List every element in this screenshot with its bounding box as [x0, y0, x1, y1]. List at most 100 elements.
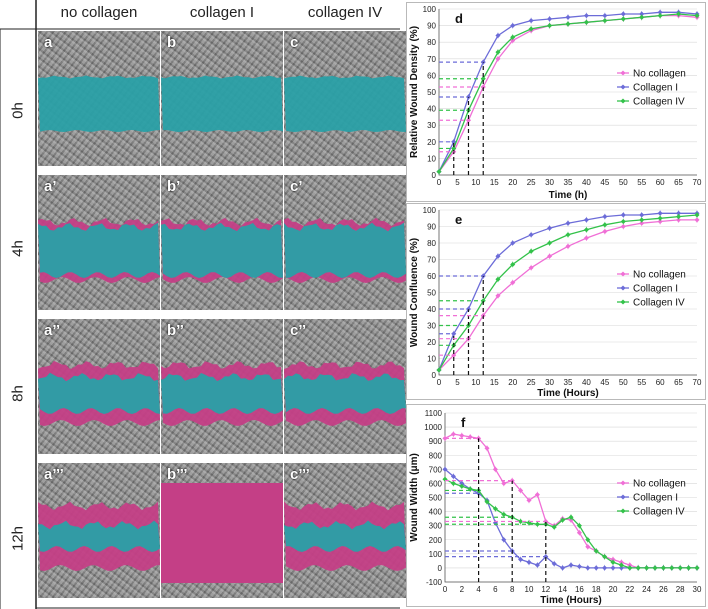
y-tick-label: 90 — [427, 22, 436, 31]
x-tick-label: 28 — [676, 585, 685, 594]
legend-entry: Collagen IV — [633, 507, 685, 518]
data-point — [547, 240, 553, 246]
x-tick-label: 6 — [493, 585, 498, 594]
x-tick-label: 40 — [582, 178, 591, 187]
panel-letter-label: a’ — [44, 178, 57, 195]
data-point — [602, 214, 608, 220]
column-header-no-collagen: no collagen — [60, 4, 138, 21]
y-axis-label: Wound Confluence (%) — [409, 238, 420, 347]
data-point — [602, 228, 608, 234]
data-point — [593, 548, 599, 554]
wound-area-band — [284, 75, 406, 132]
y-tick-label: 0 — [432, 171, 437, 180]
x-tick-label: 45 — [600, 378, 609, 387]
x-tick-label: 26 — [659, 585, 668, 594]
micrograph-1-1: b’ — [161, 175, 283, 310]
x-tick-label: 0 — [437, 378, 442, 387]
x-tick-label: 70 — [693, 178, 702, 187]
panel-letter-label: f — [461, 415, 466, 430]
series-line — [438, 11, 698, 172]
y-tick-label: -100 — [426, 578, 443, 587]
y-tick-label: 50 — [427, 88, 436, 97]
panel-letter-label: b’ — [167, 178, 181, 195]
panel-letter-label: b — [167, 34, 177, 51]
panel-letter-label: b’’ — [167, 322, 184, 339]
data-point — [547, 23, 553, 29]
row-label-12h: 12h — [9, 525, 27, 552]
x-tick-label: 10 — [525, 585, 534, 594]
migrated-cell-band — [161, 483, 283, 583]
x-tick-label: 12 — [541, 585, 550, 594]
y-tick-label: 30 — [427, 322, 436, 331]
data-point — [450, 480, 456, 486]
x-tick-label: 16 — [575, 585, 584, 594]
chart-relative-wound-density: 0 10 20 30 40 50 60 70 80 90 100 0 5 10 15 20 25 30 35 40 45… — [406, 2, 706, 202]
data-point — [518, 556, 524, 563]
wound-area-band — [38, 75, 160, 132]
data-point — [686, 565, 692, 571]
x-tick-label: 18 — [592, 585, 601, 594]
legend-marker — [620, 285, 626, 291]
x-tick-label: 55 — [637, 178, 646, 187]
data-point — [657, 13, 663, 19]
legend-marker — [620, 84, 626, 90]
data-point — [602, 18, 608, 24]
legend-marker — [620, 494, 626, 500]
data-point — [585, 565, 591, 571]
x-tick-label: 70 — [693, 378, 702, 387]
data-point — [620, 16, 626, 22]
data-point — [565, 14, 571, 20]
data-point — [657, 215, 663, 221]
data-point — [510, 34, 516, 40]
axes — [438, 210, 697, 376]
legend-entry: Collagen IV — [633, 97, 685, 108]
micrograph-0-2: c — [284, 31, 406, 166]
legend-entry: Collagen I — [633, 83, 678, 94]
x-tick-label: 20 — [508, 378, 517, 387]
row-label-4h: 4h — [9, 240, 27, 257]
micrograph-2-2: c’’ — [284, 319, 406, 454]
x-tick-label: 50 — [619, 178, 628, 187]
data-point — [568, 514, 574, 520]
legend-entry: Collagen I — [633, 493, 678, 504]
legend-marker — [620, 508, 626, 514]
data-point — [528, 18, 534, 24]
x-tick-label: 35 — [564, 178, 573, 187]
wound-area-band — [161, 222, 283, 278]
wound-area-band — [284, 222, 406, 278]
y-tick-label: 10 — [427, 154, 436, 163]
wound-area-band — [161, 373, 283, 414]
x-tick-label: 10 — [471, 178, 480, 187]
column-header-collagen-i: collagen I — [189, 4, 255, 21]
data-point — [528, 232, 534, 238]
data-point — [568, 562, 574, 568]
data-point — [585, 537, 591, 543]
data-point — [639, 217, 645, 223]
data-point — [560, 517, 566, 523]
row-label-8h: 8h — [9, 385, 27, 402]
data-point — [610, 559, 616, 565]
data-point — [593, 565, 599, 571]
x-axis-label: Time (h) — [549, 190, 588, 201]
data-point — [677, 565, 683, 571]
data-point — [450, 431, 456, 437]
x-tick-label: 20 — [508, 178, 517, 187]
data-point — [465, 94, 472, 100]
micrograph-2-1: b’’ — [161, 319, 283, 454]
panel-letter-label: a’’’ — [44, 466, 64, 483]
y-tick-label: 70 — [427, 256, 436, 265]
data-point — [602, 565, 608, 571]
chart-wound-confluence: 0 10 20 30 40 50 60 70 80 90 100 0 5 10 15 20 25 30 35 40 45… — [406, 203, 706, 400]
series-line — [438, 13, 698, 173]
data-point — [459, 432, 465, 439]
y-tick-label: 0 — [432, 371, 437, 380]
data-point — [620, 11, 626, 17]
data-point — [492, 466, 498, 472]
data-point — [583, 227, 589, 233]
wound-area-band — [38, 520, 160, 552]
legend-marker — [620, 98, 626, 104]
row-label-0h: 0h — [9, 102, 27, 119]
micrograph-3-1: b’’’ — [161, 463, 283, 598]
micrograph-0-1: b — [161, 31, 283, 166]
x-tick-label: 25 — [527, 178, 536, 187]
